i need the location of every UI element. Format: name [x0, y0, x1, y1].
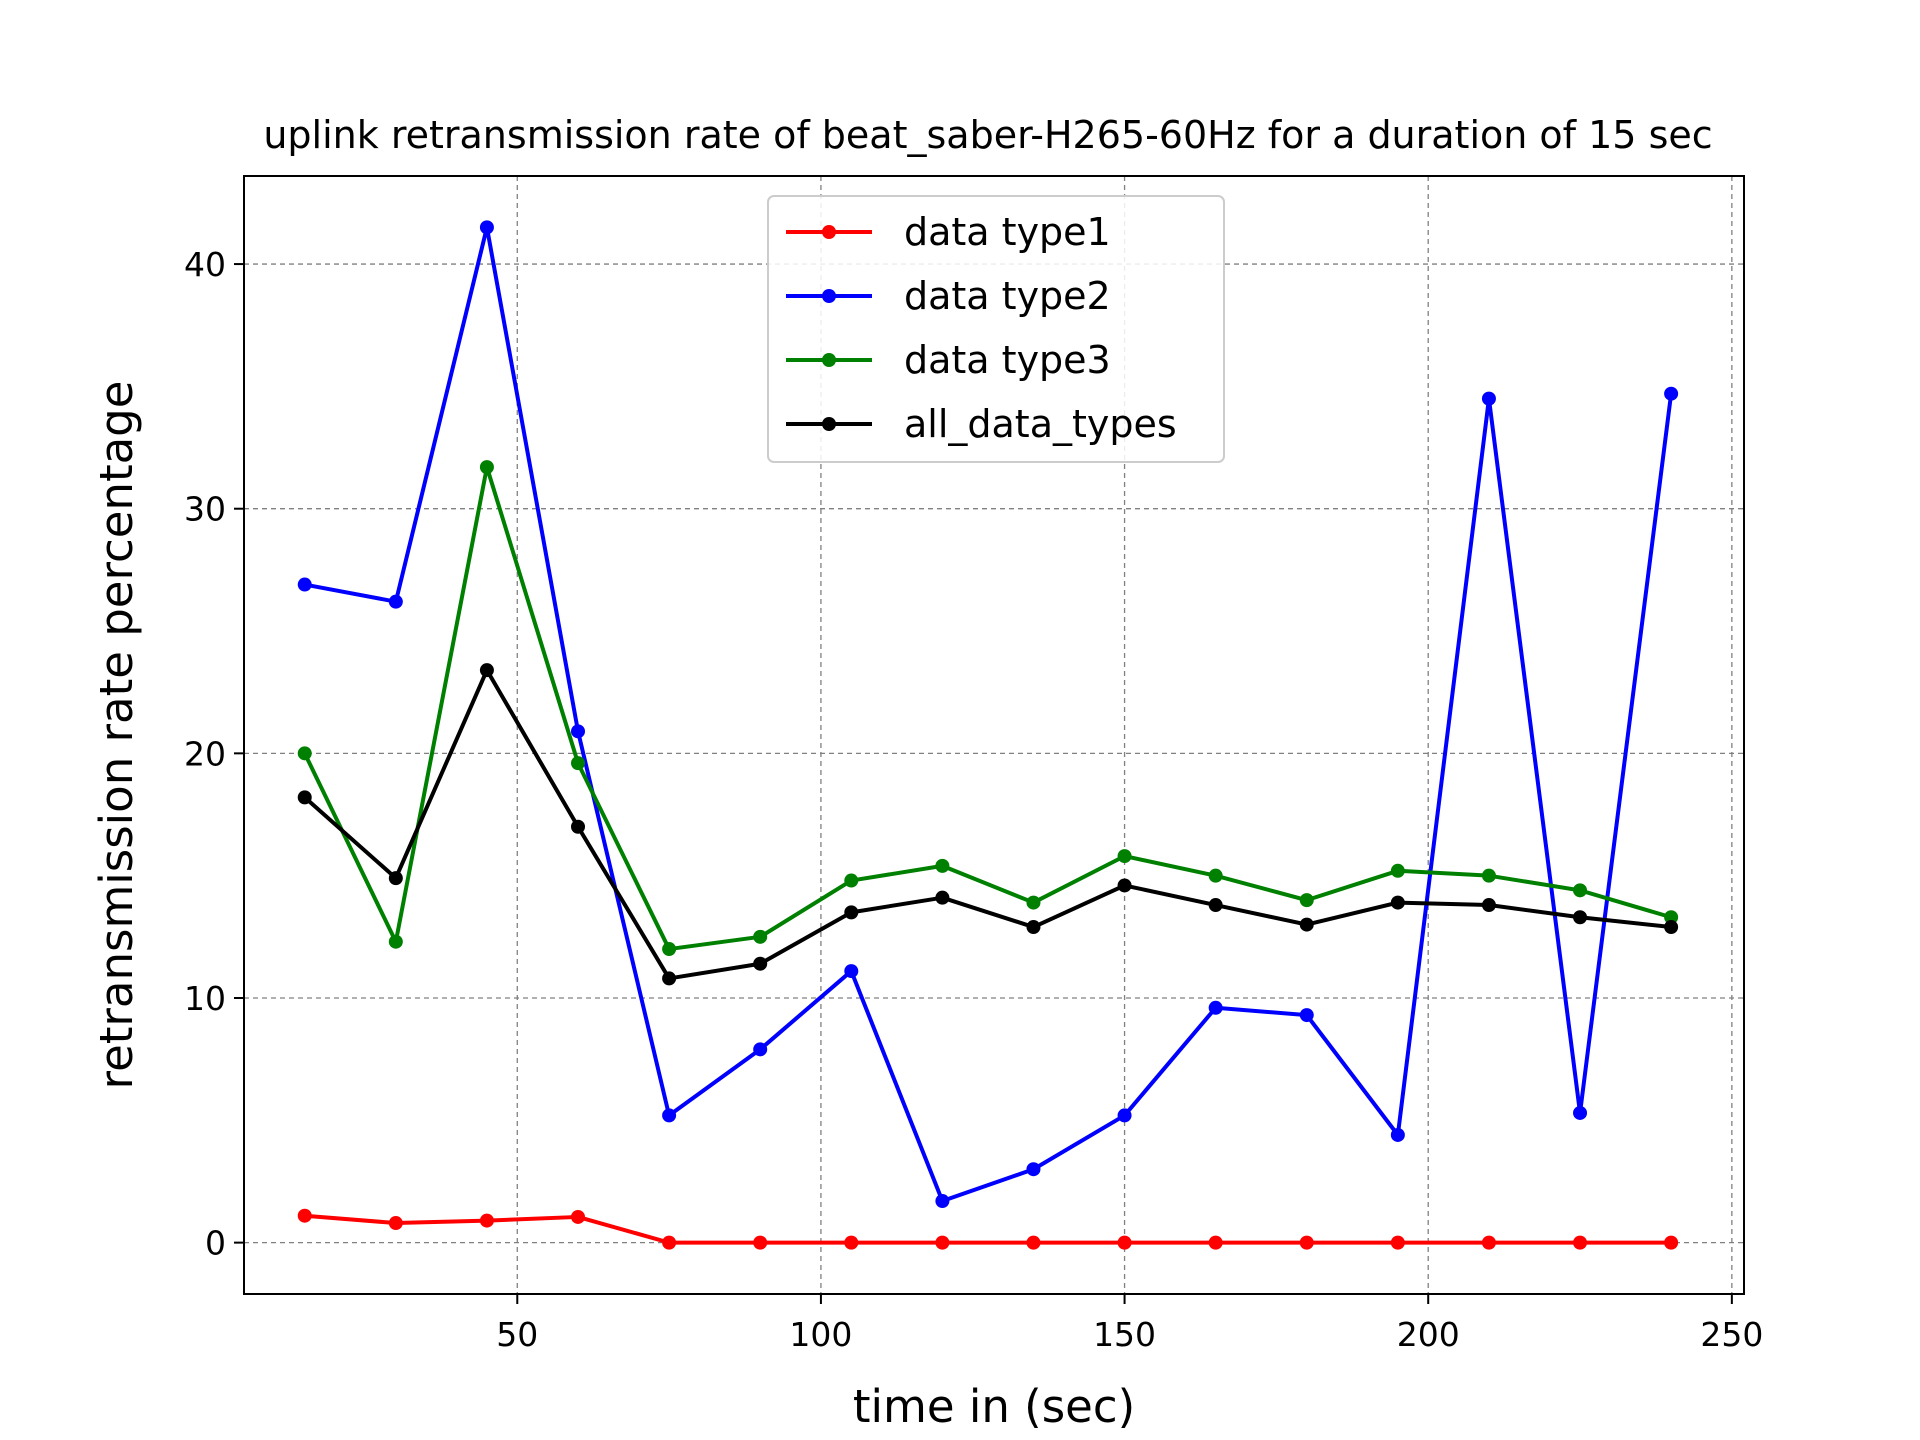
data-point-data-type2 — [1390, 1127, 1405, 1142]
data-point-data-type3 — [935, 858, 950, 873]
data-point-all-data-types — [1026, 920, 1041, 935]
x-tick-label: 250 — [1700, 1315, 1763, 1354]
data-point-data-type3 — [844, 873, 859, 888]
data-point-all-data-types — [1573, 910, 1588, 925]
data-point-data-type2 — [1299, 1008, 1314, 1023]
data-point-all-data-types — [479, 663, 494, 678]
x-tick-label: 50 — [496, 1315, 538, 1354]
legend-marker-data-type1 — [822, 225, 836, 239]
data-point-data-type2 — [1481, 391, 1496, 406]
y-tick-label: 10 — [184, 979, 226, 1018]
series-all-data-types — [297, 663, 1679, 986]
series-data-type3 — [297, 460, 1679, 957]
y-tick-label: 30 — [184, 490, 226, 529]
data-point-data-type1 — [1026, 1235, 1041, 1250]
data-point-data-type1 — [1573, 1235, 1588, 1250]
data-point-data-type1 — [1481, 1235, 1496, 1250]
data-point-data-type2 — [662, 1108, 677, 1123]
legend-marker-data-type3 — [822, 353, 836, 367]
data-point-data-type3 — [1117, 849, 1132, 864]
data-point-data-type2 — [1026, 1162, 1041, 1177]
data-point-all-data-types — [662, 971, 677, 986]
data-point-data-type2 — [479, 220, 494, 235]
y-tick-label: 40 — [184, 245, 226, 284]
data-point-data-type3 — [1026, 895, 1041, 910]
x-tick-label: 150 — [1093, 1315, 1156, 1354]
data-point-data-type2 — [297, 577, 312, 592]
data-point-all-data-types — [571, 819, 586, 834]
legend-marker-data-type2 — [822, 289, 836, 303]
legend-marker-all-data-types — [822, 417, 836, 431]
y-tick-label: 0 — [205, 1224, 226, 1263]
data-point-data-type3 — [1664, 910, 1679, 925]
data-point-all-data-types — [844, 905, 859, 920]
data-point-all-data-types — [1481, 898, 1496, 913]
data-point-all-data-types — [388, 871, 403, 886]
data-point-data-type3 — [388, 934, 403, 949]
data-point-data-type2 — [753, 1042, 768, 1057]
data-point-all-data-types — [1299, 917, 1314, 932]
data-point-data-type2 — [388, 594, 403, 609]
data-point-all-data-types — [1117, 878, 1132, 893]
data-point-all-data-types — [935, 890, 950, 905]
data-point-data-type3 — [1299, 893, 1314, 908]
legend-frame — [767, 195, 1225, 463]
series-line-data-type1 — [304, 1213, 1672, 1245]
legend-label-all-data-types: all_data_types — [904, 402, 1177, 446]
data-point-data-type1 — [844, 1235, 859, 1250]
data-point-all-data-types — [1390, 895, 1405, 910]
data-point-data-type3 — [297, 746, 312, 761]
data-point-data-type2 — [1573, 1105, 1588, 1120]
data-point-data-type1 — [388, 1216, 403, 1231]
axis-ticks: 50 100 150 200 250 0 10 20 30 40 — [184, 245, 1763, 1354]
series-data-type1 — [297, 1208, 1679, 1250]
data-point-all-data-types — [1664, 920, 1679, 935]
data-point-data-type1 — [571, 1209, 586, 1224]
series-line-data-type2 — [304, 225, 1674, 1204]
series-line-data-type3 — [302, 465, 1672, 952]
data-point-data-type1 — [1117, 1235, 1132, 1250]
data-point-data-type1 — [1299, 1235, 1314, 1250]
legend-label-data-type3: data type3 — [904, 338, 1111, 382]
data-point-data-type1 — [297, 1208, 312, 1223]
data-point-data-type3 — [1573, 883, 1588, 898]
data-point-all-data-types — [753, 956, 768, 971]
data-point-data-type3 — [753, 929, 768, 944]
data-point-all-data-types — [297, 790, 312, 805]
chart-title: uplink retransmission rate of beat_saber… — [263, 113, 1712, 157]
data-point-data-type3 — [571, 756, 586, 771]
x-tick-label: 100 — [789, 1315, 852, 1354]
data-point-data-type2 — [1208, 1000, 1223, 1015]
data-point-data-type2 — [935, 1194, 950, 1209]
data-point-data-type1 — [753, 1235, 768, 1250]
x-axis-title: time in (sec) — [853, 1380, 1135, 1433]
data-point-data-type1 — [1208, 1235, 1223, 1250]
data-point-data-type3 — [662, 942, 677, 957]
data-point-data-type2 — [571, 724, 586, 739]
x-tick-label: 200 — [1397, 1315, 1460, 1354]
data-point-data-type1 — [935, 1235, 950, 1250]
data-point-data-type1 — [1390, 1235, 1405, 1250]
y-axis-title: retransmission rate percentage — [90, 381, 143, 1090]
plot-frame — [243, 175, 1745, 1295]
data-point-data-type3 — [1208, 868, 1223, 883]
data-point-data-type1 — [1664, 1235, 1679, 1250]
legend-label-data-type1: data type1 — [904, 210, 1111, 254]
legend: data type1 data type2 data type3 all_data_t… — [767, 195, 1225, 463]
legend-label-data-type2: data type2 — [904, 274, 1111, 318]
series-layer — [297, 220, 1679, 1250]
data-point-data-type3 — [1481, 868, 1496, 883]
series-data-type2 — [297, 220, 1679, 1209]
data-point-data-type2 — [844, 964, 859, 979]
data-point-data-type2 — [1117, 1108, 1132, 1123]
data-point-data-type3 — [1390, 863, 1405, 878]
data-point-data-type1 — [662, 1235, 677, 1250]
series-line-all-data-types — [303, 668, 1672, 981]
data-point-data-type3 — [479, 460, 494, 475]
y-tick-label: 20 — [184, 734, 226, 773]
data-point-all-data-types — [1208, 898, 1223, 913]
data-point-data-type2 — [1664, 386, 1679, 401]
data-point-data-type1 — [479, 1213, 494, 1228]
